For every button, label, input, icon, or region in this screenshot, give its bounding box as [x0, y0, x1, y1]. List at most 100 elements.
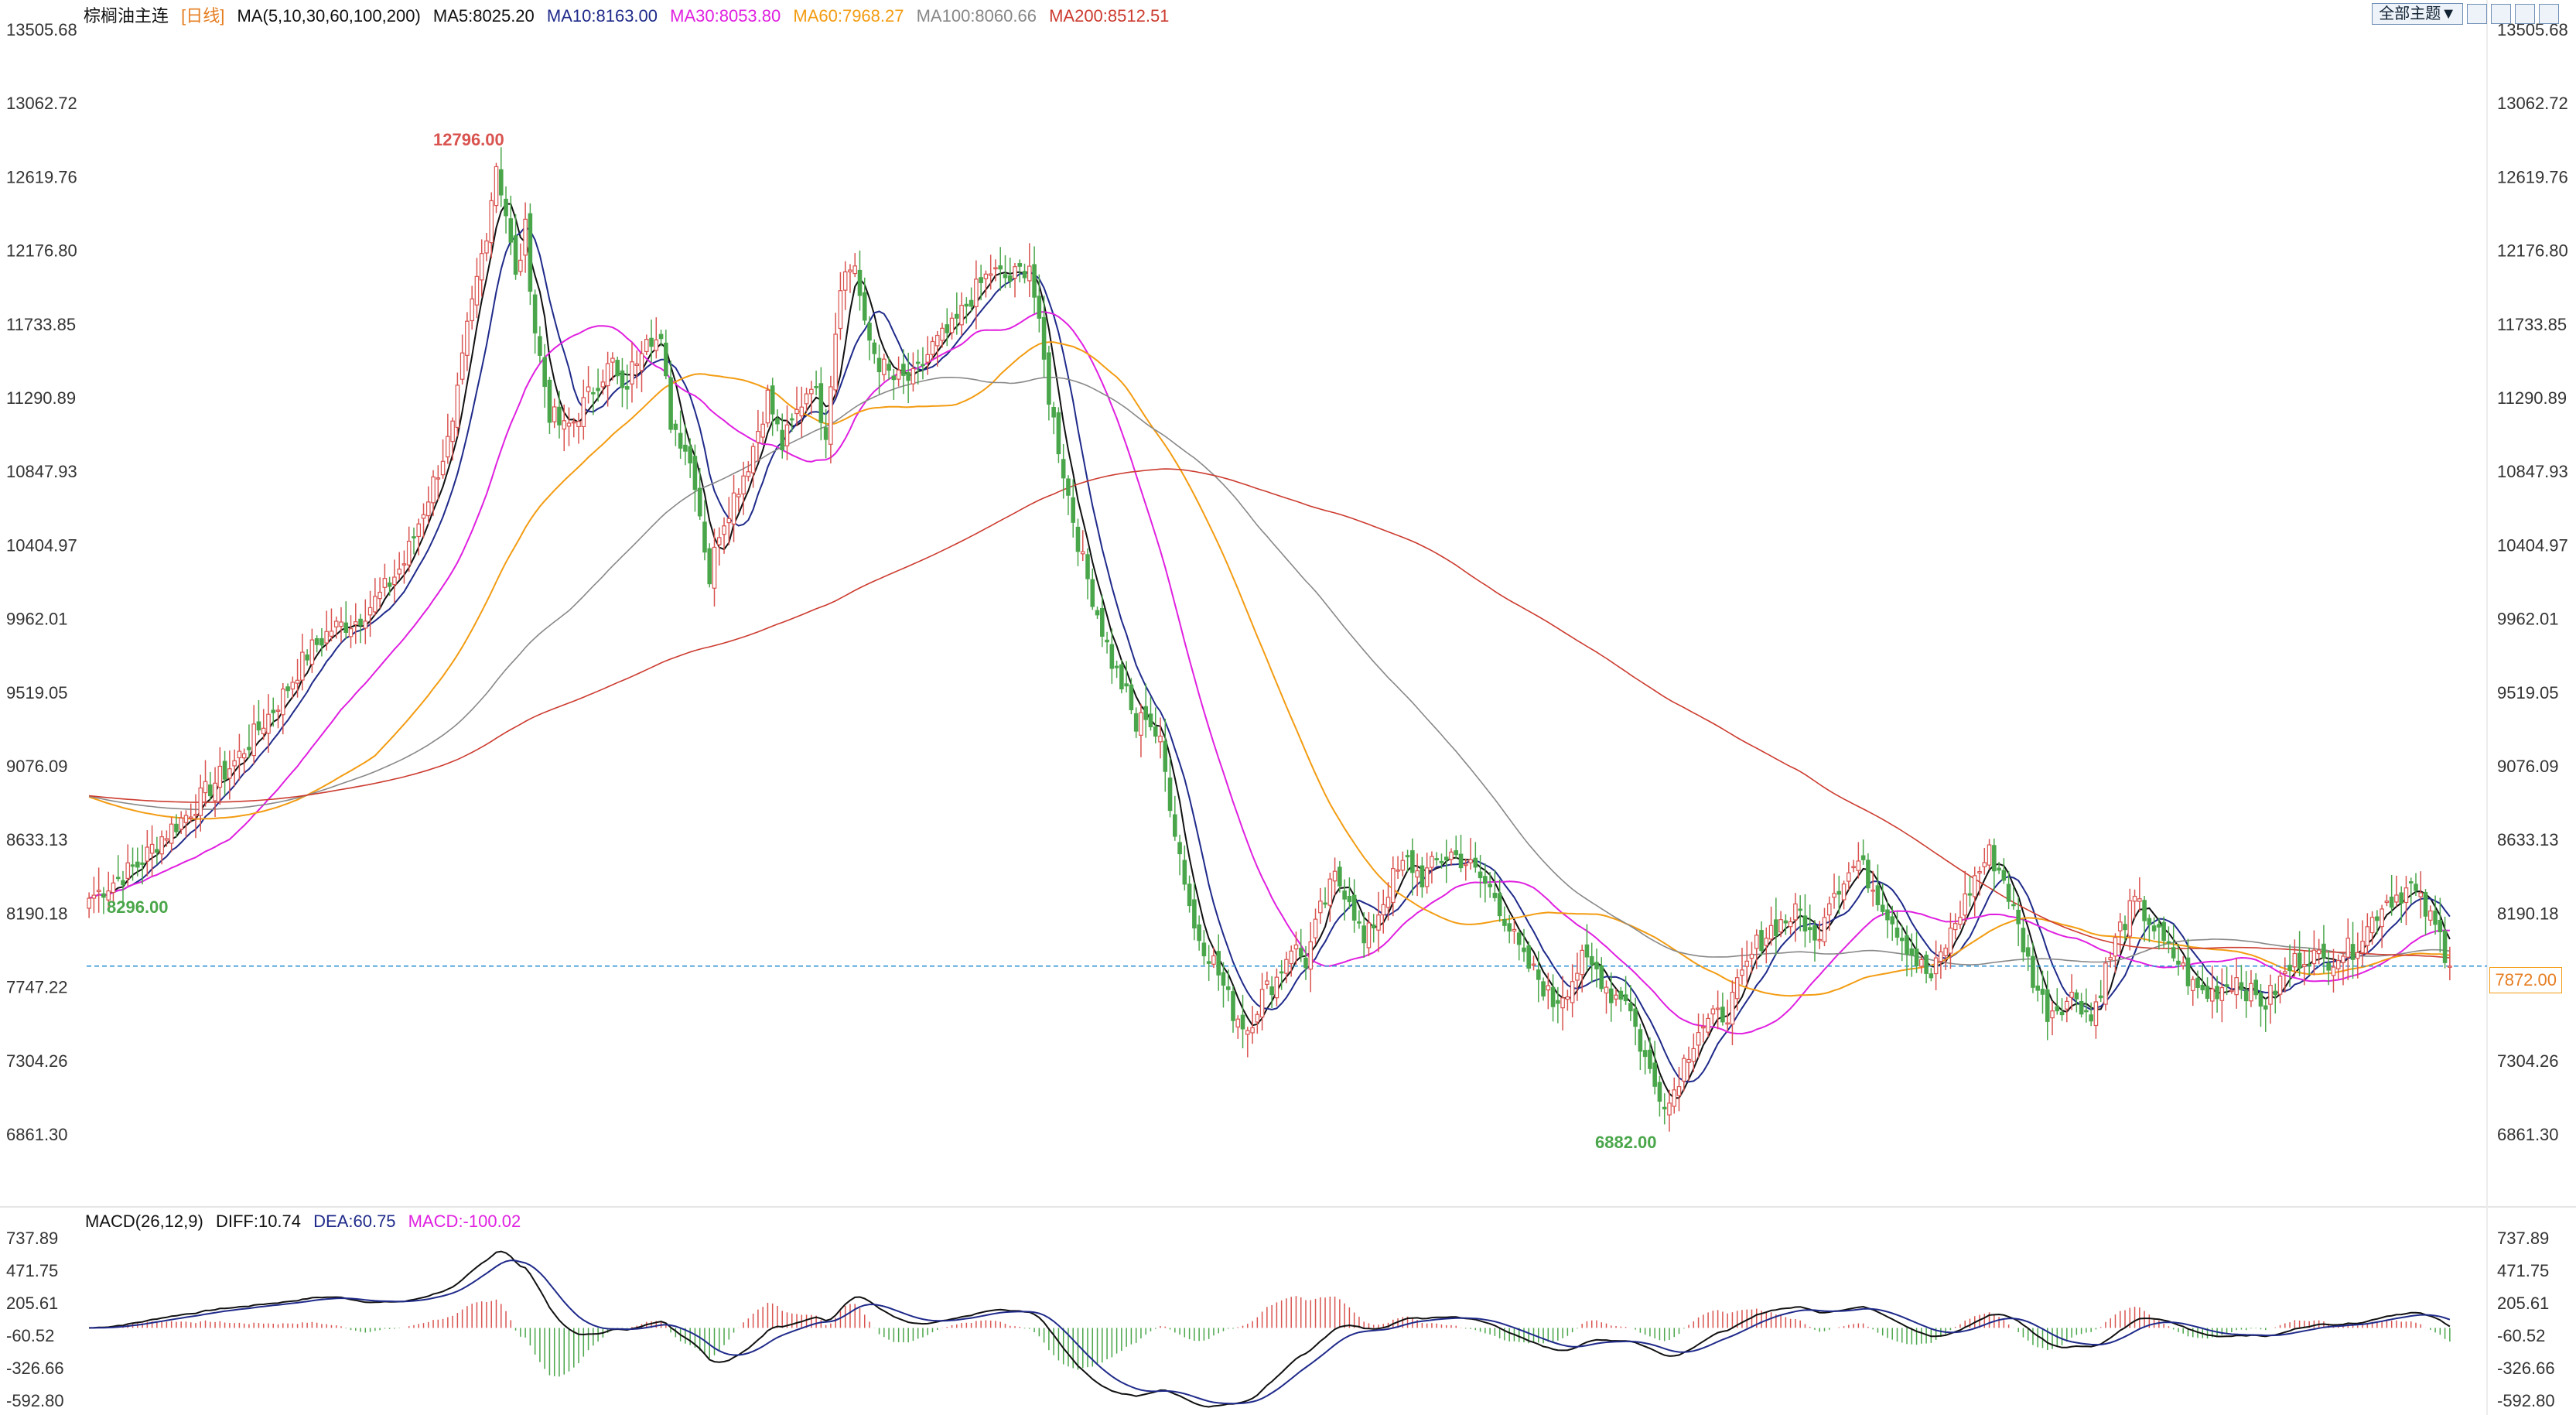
candle-body	[1972, 875, 1977, 897]
macd-header: MACD(26,12,9) DIFF:10.74 DEA:60.75 MACD:…	[85, 1212, 528, 1232]
candle-body	[983, 273, 989, 279]
candle-body	[1628, 1003, 1633, 1012]
candle-body	[1822, 917, 1827, 942]
candle-body	[542, 357, 547, 388]
candle-body	[2283, 971, 2287, 975]
candle-body	[750, 446, 756, 473]
candle-body	[261, 727, 266, 735]
scroll-left-icon[interactable]	[2515, 4, 2535, 24]
last-price-tag: 7872.00	[2489, 967, 2562, 993]
candle-body	[2045, 989, 2050, 1022]
candle-body	[2065, 1000, 2069, 1010]
candle-body	[1580, 949, 1584, 976]
candle-body	[2263, 1005, 2268, 1010]
candle-body	[2394, 894, 2399, 903]
candle-body	[489, 200, 494, 244]
candle-body	[2093, 1001, 2099, 1027]
symbol-label[interactable]: 棕榈油主连	[84, 6, 169, 26]
candle-body	[111, 882, 116, 894]
candle-body	[1802, 915, 1808, 931]
candle-body	[615, 360, 620, 377]
candle-body	[673, 423, 678, 430]
ma-params-label[interactable]: MA(5,10,30,60,100,200)	[237, 6, 421, 26]
candle-body	[1400, 860, 1406, 871]
candle-body	[998, 265, 1003, 270]
candle-body	[528, 213, 533, 292]
candle-body	[1909, 948, 1915, 956]
candle-body	[1556, 1000, 1560, 1004]
y-tick-label-left: 7747.22	[6, 978, 68, 997]
candle-body	[794, 408, 799, 415]
candle-body	[513, 235, 518, 275]
candle-body	[2074, 992, 2079, 1000]
candle-body	[203, 781, 208, 794]
zoom-in-icon[interactable]	[2467, 4, 2487, 24]
candle-body	[2185, 957, 2191, 986]
candle-body	[91, 894, 97, 899]
candle-body	[2307, 964, 2311, 966]
candle-body	[179, 817, 183, 830]
candle-body	[2205, 986, 2210, 1000]
low-annotation: 6882.00	[1595, 1133, 1657, 1152]
candle-body	[974, 279, 979, 308]
y-tick-label-right: 12619.76	[2497, 167, 2568, 186]
candle-body	[1706, 1017, 1710, 1033]
candle-body	[1298, 948, 1303, 957]
candle-body	[702, 521, 707, 553]
candle-body	[1405, 855, 1410, 858]
candle-body	[1245, 1030, 1250, 1035]
candle-body	[1056, 412, 1061, 455]
candle-body	[1027, 265, 1032, 282]
candle-body	[910, 367, 916, 385]
candle-body	[1250, 1027, 1255, 1034]
candle-body	[1381, 904, 1386, 916]
candle-body	[1982, 862, 1987, 867]
macd-tick-left: 737.89	[6, 1229, 58, 1248]
candle-body	[692, 456, 698, 490]
candle-body	[639, 353, 644, 371]
candle-body	[237, 750, 242, 759]
candle-body	[876, 357, 882, 373]
candle-body	[1778, 919, 1783, 933]
candle-body	[2040, 989, 2045, 995]
y-tick-label-right: 6861.30	[2497, 1125, 2559, 1144]
candle-body	[2292, 952, 2298, 968]
macd-params-label[interactable]: MACD(26,12,9)	[85, 1212, 203, 1231]
candle-body	[2103, 962, 2108, 1005]
period-label[interactable]: [日线]	[181, 6, 225, 26]
ma5-label: MA5:8025.20	[432, 6, 535, 26]
candle-body	[1458, 853, 1464, 869]
candle-body	[295, 679, 300, 684]
candle-body	[1420, 865, 1425, 887]
candle-body	[174, 823, 179, 832]
candle-body	[1313, 918, 1318, 938]
candle-body	[1051, 406, 1056, 418]
candle-body	[1512, 928, 1517, 931]
ma10-label: MA10:8163.00	[546, 6, 658, 26]
candle-body	[1725, 1022, 1730, 1025]
candle-body	[586, 386, 591, 392]
scroll-right-icon[interactable]	[2539, 4, 2559, 24]
candle-body	[1366, 922, 1372, 948]
candle-body	[538, 336, 542, 356]
candle-body	[1255, 1013, 1260, 1023]
y-tick-label-right: 9962.01	[2497, 610, 2559, 629]
all-topics-button[interactable]: 全部主题▼	[2372, 3, 2463, 25]
candle-body	[2016, 909, 2021, 925]
macd-tick-left: -592.80	[6, 1391, 64, 1410]
candle-body	[387, 582, 392, 587]
candle-body	[2331, 966, 2336, 976]
candle-body	[741, 475, 746, 495]
candle-body	[2273, 990, 2278, 996]
candle-body	[591, 391, 596, 395]
candle-body	[867, 323, 872, 341]
y-tick-label-left: 6861.30	[6, 1125, 68, 1144]
candle-body	[921, 364, 925, 367]
candle-body	[852, 265, 858, 275]
candle-body	[1463, 863, 1468, 866]
candle-body	[2117, 921, 2123, 931]
candle-body	[2249, 983, 2253, 1002]
candle-body	[1240, 1014, 1245, 1030]
zoom-out-icon[interactable]	[2491, 4, 2511, 24]
